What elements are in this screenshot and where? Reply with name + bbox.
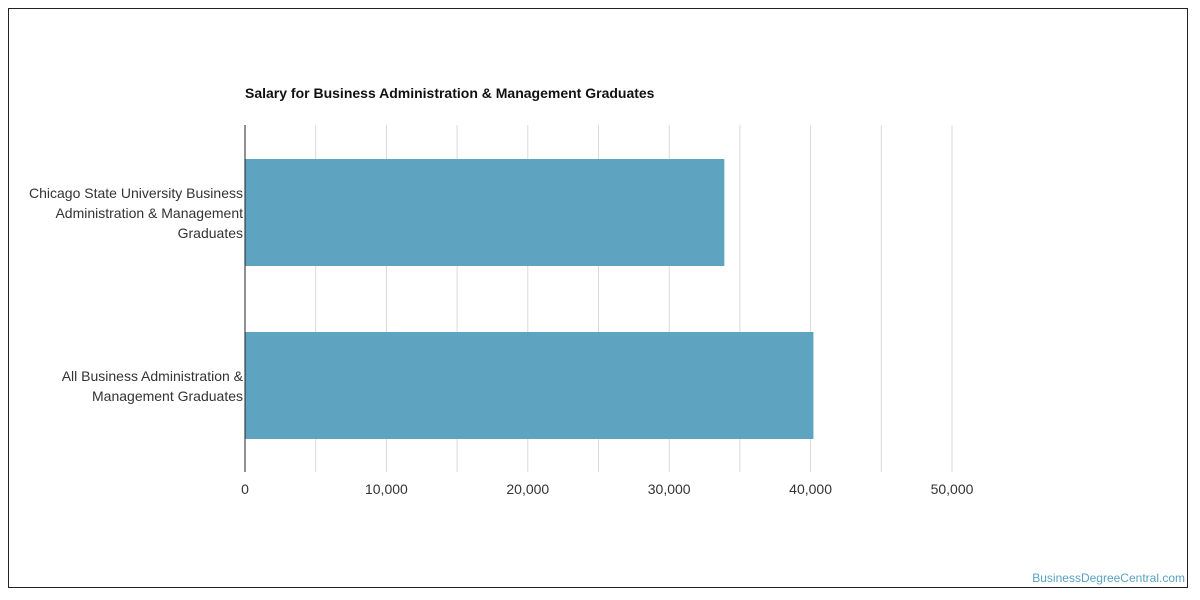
bar-1 bbox=[245, 332, 814, 439]
x-tick-label: 10,000 bbox=[364, 481, 408, 497]
chart-title: Salary for Business Administration & Man… bbox=[245, 85, 655, 101]
category-label-line: Administration & Management bbox=[55, 204, 243, 221]
category-label-line: Management Graduates bbox=[92, 387, 243, 404]
category-label-0: Chicago State University Business Adminis… bbox=[3, 183, 243, 243]
x-tick-label: 0 bbox=[241, 481, 249, 497]
x-tick-label: 30,000 bbox=[647, 481, 691, 497]
x-tick-label: 50,000 bbox=[930, 481, 974, 497]
category-label-1: All Business Administration & Management … bbox=[3, 366, 243, 406]
x-tick-label: 20,000 bbox=[506, 481, 550, 497]
category-label-line: All Business Administration & bbox=[61, 367, 243, 384]
bar-0 bbox=[245, 159, 725, 266]
site-watermark: BusinessDegreeCentral.com bbox=[1032, 571, 1185, 585]
category-label-line: Graduates bbox=[177, 224, 243, 241]
category-label-line: Chicago State University Business bbox=[29, 184, 243, 201]
x-tick-label: 40,000 bbox=[789, 481, 833, 497]
